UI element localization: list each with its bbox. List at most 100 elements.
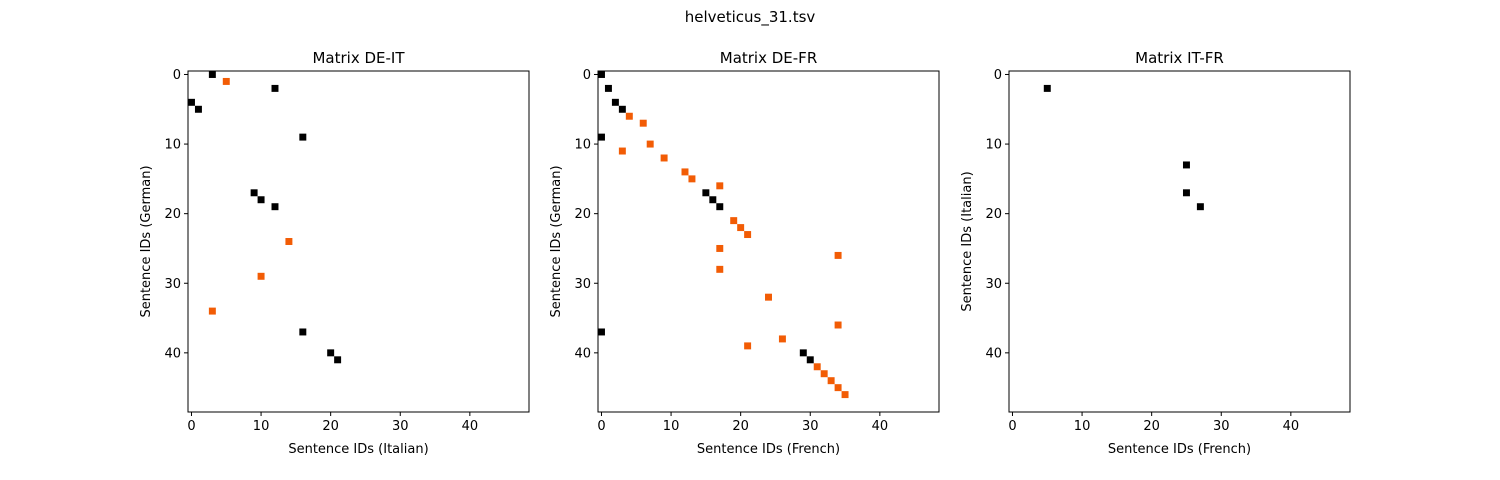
cell-mark: [834, 384, 842, 392]
x-tick-label: 30: [392, 419, 409, 434]
x-tick-label: 0: [187, 419, 195, 434]
cell-mark: [271, 203, 279, 211]
cell-mark: [625, 112, 633, 120]
plot-frame: [187, 70, 530, 413]
x-tick-label: 10: [253, 419, 270, 434]
x-tick-label: 30: [1213, 419, 1230, 434]
y-axis-label: Sentence IDs (German): [139, 165, 154, 317]
y-tick-label: 20: [985, 207, 1002, 222]
cell-mark: [716, 265, 724, 273]
x-tick-label: 0: [1008, 419, 1016, 434]
y-tick-label: 40: [574, 346, 591, 361]
cell-mark: [799, 349, 807, 357]
y-tick-label: 30: [574, 277, 591, 292]
y-tick-label: 20: [574, 207, 591, 222]
x-axis-label: Sentence IDs (French): [697, 442, 840, 457]
cell-mark: [820, 370, 828, 378]
cell-mark: [778, 335, 786, 343]
cell-mark: [1182, 189, 1190, 197]
y-tick-label: 10: [164, 138, 181, 153]
cell-mark: [257, 196, 265, 204]
x-tick-label: 30: [802, 419, 819, 434]
plot-frame: [597, 70, 940, 413]
cell-mark: [730, 217, 738, 225]
cell-mark: [334, 356, 342, 364]
y-tick-label: 10: [985, 138, 1002, 153]
cell-mark: [813, 363, 821, 371]
x-tick-label: 0: [597, 419, 605, 434]
x-tick-label: 40: [872, 419, 889, 434]
cell-mark: [194, 105, 202, 113]
y-tick-label: 0: [173, 68, 181, 83]
x-tick-label: 20: [732, 419, 749, 434]
cell-mark: [257, 272, 265, 280]
plot-area: [187, 70, 530, 413]
cell-mark: [744, 231, 752, 239]
x-tick-label: 20: [1143, 419, 1160, 434]
x-tick-label: 20: [322, 419, 339, 434]
cell-mark: [598, 328, 605, 336]
cell-mark: [618, 147, 626, 155]
cell-mark: [841, 391, 849, 399]
cell-mark: [765, 293, 772, 301]
cell-mark: [327, 349, 335, 357]
cell-mark: [598, 71, 605, 78]
y-tick-label: 0: [583, 68, 591, 83]
plot-area: [1008, 70, 1351, 413]
x-tick-label: 40: [1283, 419, 1300, 434]
y-tick-label: 30: [164, 277, 181, 292]
cell-mark: [598, 133, 605, 141]
cell-mark: [604, 84, 612, 92]
cell-mark: [716, 203, 724, 211]
axes-title: Matrix DE-IT: [312, 49, 405, 67]
cell-mark: [250, 189, 258, 197]
cell-mark: [208, 71, 216, 78]
plot-frame: [1008, 70, 1351, 413]
cell-mark: [681, 168, 689, 176]
cell-mark: [702, 189, 710, 197]
cell-mark: [744, 342, 752, 350]
cell-mark: [834, 321, 842, 329]
y-tick-label: 10: [574, 138, 591, 153]
x-tick-label: 10: [663, 419, 680, 434]
cell-mark: [299, 328, 307, 336]
cell-mark: [646, 140, 654, 148]
cell-mark: [299, 133, 307, 141]
y-axis-label: Sentence IDs (Italian): [960, 171, 975, 311]
plot-area: [597, 70, 940, 413]
panel-2: 0 10 20 30 40 0 10 20 30 40 Matrix DE-FR Sentence I…: [549, 49, 940, 457]
y-tick-label: 40: [164, 346, 181, 361]
cell-mark: [834, 251, 842, 259]
cell-mark: [806, 356, 814, 364]
x-axis-label: Sentence IDs (Italian): [288, 442, 428, 457]
cell-mark: [611, 98, 619, 106]
cell-mark: [208, 307, 216, 315]
cell-mark: [618, 105, 626, 113]
panel-1: 0 10 20 30 40 0 10 20 30 40 Matrix DE-IT Sentence I…: [139, 49, 530, 457]
cell-mark: [188, 98, 195, 106]
cell-mark: [285, 238, 293, 245]
y-tick-label: 30: [985, 277, 1002, 292]
y-tick-label: 20: [164, 207, 181, 222]
x-axis-label: Sentence IDs (French): [1108, 442, 1251, 457]
cell-mark: [716, 182, 724, 190]
x-tick-label: 10: [1074, 419, 1091, 434]
cell-mark: [827, 377, 835, 385]
cell-mark: [688, 175, 696, 183]
cell-mark: [737, 224, 745, 232]
figure-title: helveticus_31.tsv: [685, 8, 816, 27]
cell-mark: [716, 244, 724, 252]
cell-mark: [1182, 161, 1190, 169]
cell-mark: [271, 84, 279, 92]
y-tick-label: 40: [985, 346, 1002, 361]
y-axis-label: Sentence IDs (German): [549, 165, 564, 317]
axes-title: Matrix IT-FR: [1135, 49, 1224, 67]
panel-3: 0 10 20 30 40 0 10 20 30 40 Matrix IT-FR Sentence I…: [960, 49, 1351, 457]
cell-mark: [709, 196, 717, 204]
cell-mark: [660, 154, 668, 162]
cell-mark: [639, 119, 647, 127]
axes-title: Matrix DE-FR: [720, 49, 818, 67]
y-tick-label: 0: [994, 68, 1002, 83]
cell-mark: [1043, 84, 1051, 92]
